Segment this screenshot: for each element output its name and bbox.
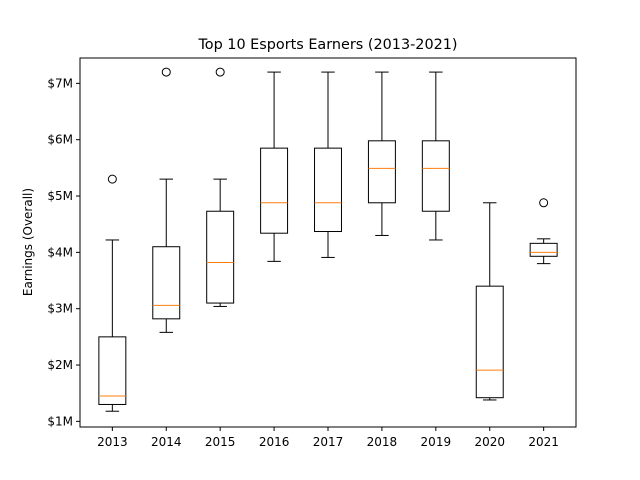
x-tick-label: 2018 — [367, 435, 398, 449]
x-tick-label: 2021 — [528, 435, 559, 449]
box — [367, 140, 396, 204]
box — [529, 242, 558, 257]
y-tick-label: $4M — [47, 245, 73, 259]
axes-frame — [79, 57, 577, 428]
x-tick-label: 2013 — [97, 435, 128, 449]
x-tick-label: 2014 — [151, 435, 182, 449]
box — [152, 246, 181, 320]
box — [260, 147, 289, 234]
box — [98, 336, 127, 405]
x-tick-label: 2020 — [474, 435, 505, 449]
y-tick-label: $6M — [47, 133, 73, 147]
y-tick-label: $3M — [47, 302, 73, 316]
outlier-point — [539, 198, 549, 208]
y-tick-label: $1M — [47, 414, 73, 428]
box — [314, 147, 342, 233]
box — [421, 140, 450, 212]
y-axis-label: Earnings (Overall) — [21, 188, 35, 296]
x-tick-label: 2019 — [421, 435, 452, 449]
plot-area: $1M $2M $3M $4M $5M $6M $7M 2013 2014 2015 2016 201… — [47, 67, 559, 449]
box — [206, 210, 235, 304]
x-tick-label: 2015 — [205, 435, 236, 449]
y-tick-label: $7M — [47, 76, 73, 90]
chart-title: Top 10 Esports Earners (2013-2021) — [197, 37, 457, 53]
y-tick-label: $2M — [47, 358, 73, 372]
box — [475, 285, 504, 399]
y-tick-label: $5M — [47, 189, 73, 203]
x-tick-label: 2017 — [313, 435, 344, 449]
outlier-point — [215, 67, 225, 77]
x-tick-label: 2016 — [259, 435, 290, 449]
outlier-point — [161, 67, 171, 77]
outlier-point — [107, 174, 117, 184]
